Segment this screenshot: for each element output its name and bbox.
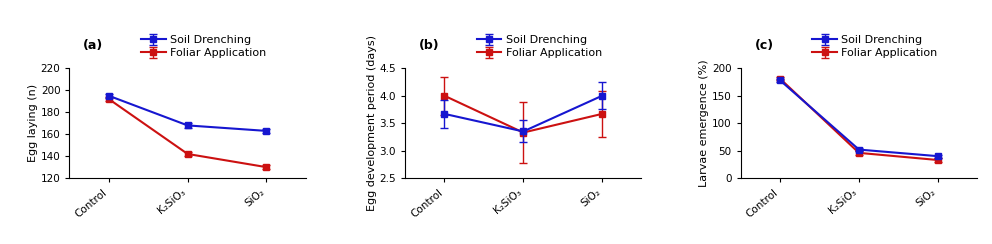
Legend: Soil Drenching, Foliar Application: Soil Drenching, Foliar Application: [141, 35, 266, 58]
Y-axis label: Egg development period (days): Egg development period (days): [367, 35, 377, 211]
Legend: Soil Drenching, Foliar Application: Soil Drenching, Foliar Application: [812, 35, 937, 58]
Text: (b): (b): [419, 39, 439, 52]
Y-axis label: Larvae emergence (%): Larvae emergence (%): [699, 59, 709, 187]
Text: (a): (a): [83, 39, 103, 52]
Y-axis label: Egg laying (n): Egg laying (n): [28, 84, 38, 162]
Legend: Soil Drenching, Foliar Application: Soil Drenching, Foliar Application: [477, 35, 602, 58]
Text: (c): (c): [755, 39, 774, 52]
